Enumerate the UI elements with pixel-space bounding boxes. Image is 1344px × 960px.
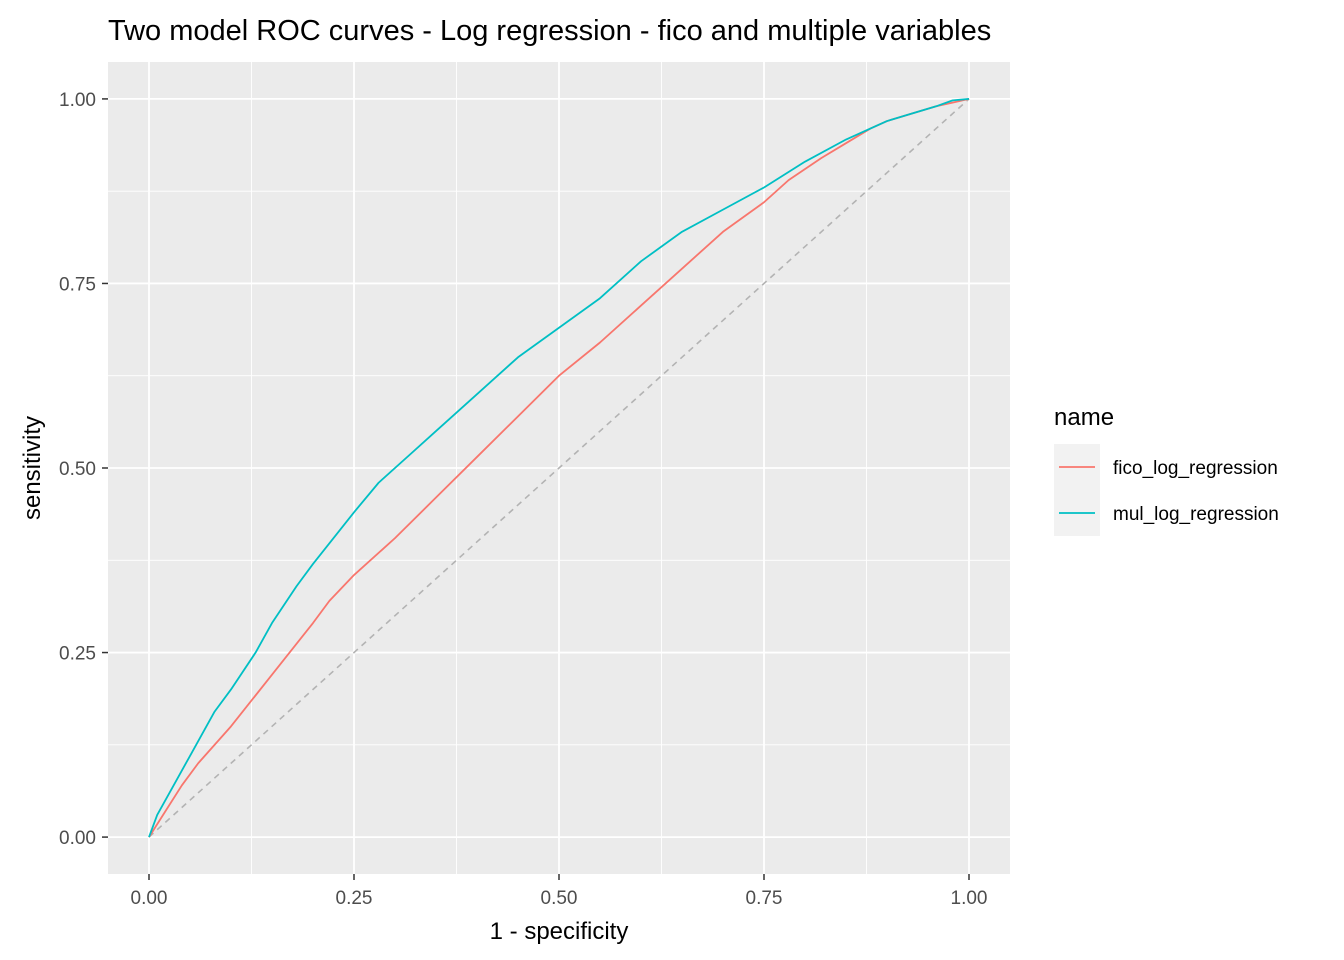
y-tick-label: 0.75 [59,274,96,295]
x-tick-label: 0.75 [746,888,783,909]
reference-line [148,98,970,838]
legend-label: fico_log_regression [1113,458,1278,479]
y-axis-ticks: 0.00 0.25 0.50 0.75 1.00 [59,90,108,849]
legend: name fico_log_regression mul_log_regressi… [1054,404,1279,536]
x-tick-label: 0.00 [131,888,168,909]
x-tick-label: 0.50 [541,888,578,909]
chart-title: Two model ROC curves - Log regression - … [108,15,991,47]
x-axis-title: 1 - specificity [490,918,629,945]
reference-diagonal [148,98,970,838]
x-tick-label: 1.00 [951,888,988,909]
legend-title: name [1054,404,1114,431]
legend-label: mul_log_regression [1113,504,1279,525]
series-line-mul_log_regression [148,98,970,838]
y-tick-label: 0.50 [59,459,96,480]
series-lines [148,98,970,838]
y-tick-label: 0.00 [59,828,96,849]
y-tick-label: 0.25 [59,644,96,665]
x-tick-label: 0.25 [336,888,373,909]
x-axis-ticks: 0.00 0.25 0.50 0.75 1.00 [131,874,988,909]
y-axis-title: sensitivity [19,416,46,520]
y-tick-label: 1.00 [59,90,96,111]
